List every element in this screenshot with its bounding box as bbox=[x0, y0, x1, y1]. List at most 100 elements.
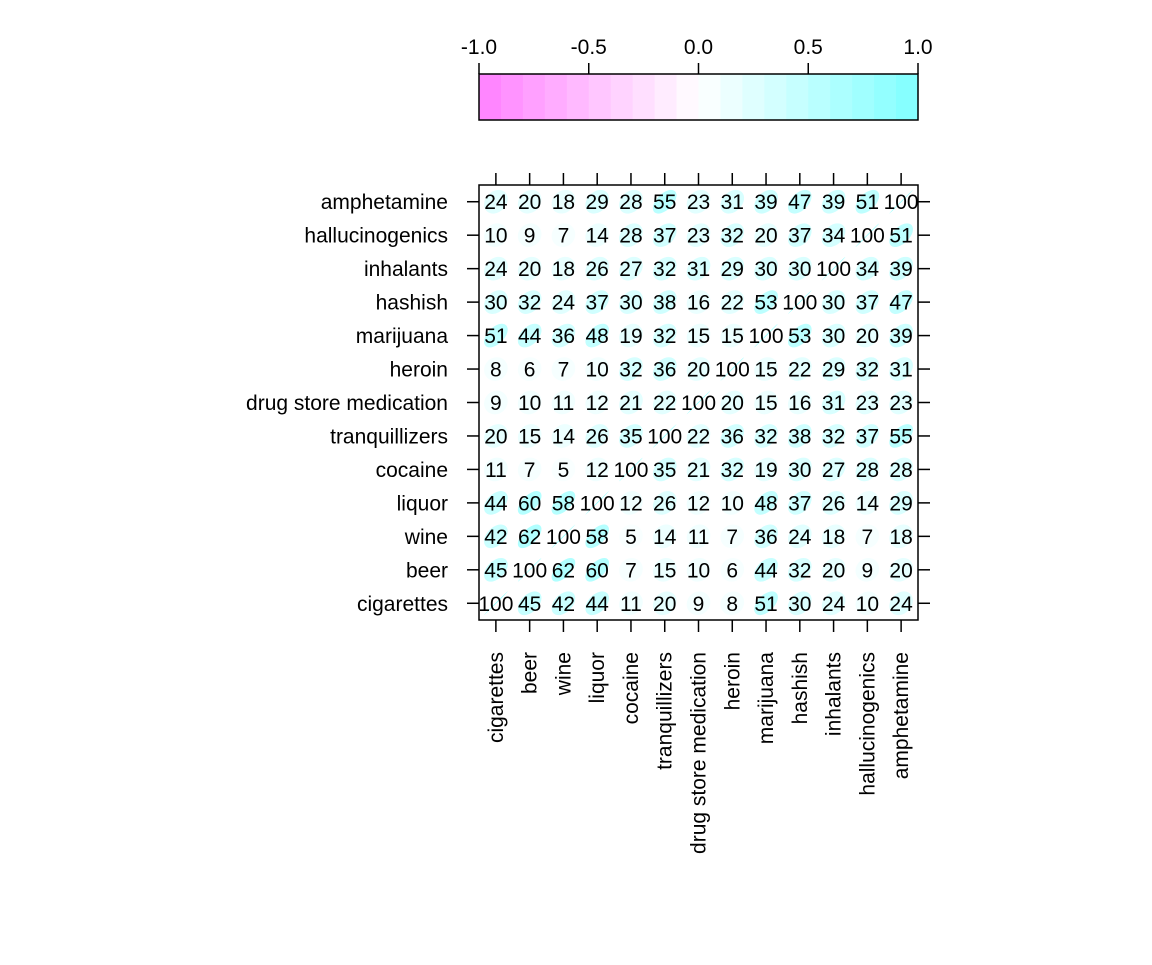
cell-value-label: 39 bbox=[754, 191, 777, 214]
colorkey-swatch bbox=[720, 74, 743, 120]
correlation-ellipse bbox=[720, 323, 745, 348]
cell-value-label: 44 bbox=[484, 492, 508, 515]
cell-value-label: 21 bbox=[687, 459, 710, 482]
cell-value-label: 37 bbox=[856, 425, 879, 448]
cell-value-label: 31 bbox=[721, 191, 744, 214]
cell-value-label: 10 bbox=[687, 559, 710, 582]
cell-value-label: 45 bbox=[518, 593, 541, 616]
correlation-ellipse bbox=[484, 357, 508, 381]
cell-value-label: 28 bbox=[856, 459, 879, 482]
cell-value-label: 37 bbox=[788, 492, 811, 515]
correlation-ellipse bbox=[517, 189, 542, 214]
cell-value-label: 39 bbox=[889, 325, 912, 348]
correlation-ellipse bbox=[686, 524, 711, 549]
cell-value-label: 30 bbox=[754, 258, 777, 281]
cell-value-label: 24 bbox=[484, 258, 508, 281]
correlation-ellipse bbox=[484, 491, 508, 515]
correlation-ellipse bbox=[619, 290, 643, 314]
correlation-ellipse bbox=[720, 557, 745, 582]
colorkey-swatch bbox=[500, 74, 524, 120]
cell-value-label: 6 bbox=[524, 359, 536, 382]
correlation-ellipse bbox=[821, 290, 846, 314]
correlation-ellipse bbox=[720, 424, 745, 448]
cell-value-label: 11 bbox=[485, 459, 507, 482]
correlation-ellipse bbox=[551, 357, 576, 381]
correlation-ellipse bbox=[787, 491, 812, 515]
correlation-ellipse bbox=[551, 189, 576, 214]
cell-value-label: 32 bbox=[653, 258, 676, 281]
cell-value-label: 11 bbox=[620, 593, 642, 616]
cell-value-label: 12 bbox=[586, 459, 609, 482]
x-tick-label: wine bbox=[552, 652, 575, 696]
cell-value-label: 22 bbox=[687, 425, 710, 448]
colorkey-swatch bbox=[479, 74, 502, 120]
correlation-ellipse bbox=[484, 223, 508, 248]
cell-value-label: 8 bbox=[726, 593, 738, 616]
cell-value-label: 26 bbox=[586, 258, 609, 281]
x-tick-label: tranquillizers bbox=[654, 652, 677, 770]
x-tick-label: cigarettes bbox=[485, 652, 508, 743]
cell-value-label: 51 bbox=[484, 325, 507, 348]
cell-value-label: 20 bbox=[653, 593, 676, 616]
correlation-ellipse bbox=[720, 591, 745, 616]
correlation-ellipse bbox=[686, 457, 711, 482]
cell-value-label: 100 bbox=[850, 225, 885, 248]
cell-value-label: 28 bbox=[619, 191, 642, 214]
correlation-ellipse bbox=[821, 524, 846, 549]
cell-value-label: 100 bbox=[478, 593, 513, 616]
y-tick-label: marijuana bbox=[356, 325, 449, 348]
correlation-ellipse bbox=[686, 591, 711, 616]
colorkey-swatch bbox=[676, 74, 700, 120]
cell-value-label: 51 bbox=[856, 191, 879, 214]
cell-value-label: 10 bbox=[518, 392, 541, 415]
cell-value-label: 7 bbox=[726, 526, 738, 549]
cell-value-label: 62 bbox=[552, 559, 575, 582]
y-tick-label: heroin bbox=[390, 359, 448, 382]
cell-value-label: 20 bbox=[721, 392, 744, 415]
correlation-ellipse bbox=[855, 323, 880, 348]
correlation-ellipse bbox=[652, 223, 677, 248]
cell-value-label: 48 bbox=[586, 325, 609, 348]
correlation-ellipse bbox=[787, 189, 812, 214]
cell-value-label: 26 bbox=[586, 425, 609, 448]
cell-value-label: 30 bbox=[484, 292, 507, 315]
cell-value-label: 100 bbox=[546, 526, 581, 549]
x-tick-label: cocaine bbox=[620, 652, 643, 724]
cell-value-label: 18 bbox=[552, 258, 575, 281]
correlation-ellipse bbox=[585, 223, 610, 248]
cell-value-label: 100 bbox=[681, 392, 716, 415]
cell-value-label: 15 bbox=[687, 325, 710, 348]
colorkey-swatch bbox=[764, 74, 787, 120]
cell-value-label: 58 bbox=[552, 492, 575, 515]
correlation-ellipse bbox=[855, 491, 880, 515]
correlation-ellipse bbox=[551, 390, 576, 415]
correlation-ellipse bbox=[855, 256, 880, 281]
correlation-ellipse bbox=[787, 524, 812, 549]
correlation-ellipse bbox=[754, 557, 778, 582]
correlation-ellipse bbox=[484, 290, 508, 314]
cell-value-label: 37 bbox=[788, 225, 811, 248]
cell-value-label: 36 bbox=[552, 325, 575, 348]
cell-value-label: 15 bbox=[754, 392, 777, 415]
correlation-ellipse bbox=[754, 290, 778, 314]
correlation-ellipse bbox=[585, 290, 610, 314]
cell-value-label: 55 bbox=[653, 191, 676, 214]
correlation-ellipse bbox=[720, 524, 745, 549]
correlation-ellipse bbox=[551, 323, 576, 348]
cell-value-label: 29 bbox=[721, 258, 744, 281]
cell-value-label: 14 bbox=[552, 425, 576, 448]
correlation-ellipse bbox=[720, 290, 745, 314]
correlation-ellipse bbox=[517, 323, 542, 348]
correlation-ellipse bbox=[585, 390, 610, 415]
cell-value-label: 28 bbox=[619, 225, 642, 248]
cell-value-label: 32 bbox=[518, 292, 541, 315]
cell-value-label: 9 bbox=[490, 392, 502, 415]
y-tick-label: tranquillizers bbox=[330, 425, 448, 448]
cell-value-label: 37 bbox=[653, 225, 676, 248]
colorkey-swatch bbox=[852, 74, 875, 120]
correlation-ellipse bbox=[754, 491, 778, 515]
cell-value-label: 20 bbox=[754, 225, 777, 248]
correlation-ellipse bbox=[754, 524, 778, 549]
cell-value-label: 100 bbox=[580, 492, 615, 515]
